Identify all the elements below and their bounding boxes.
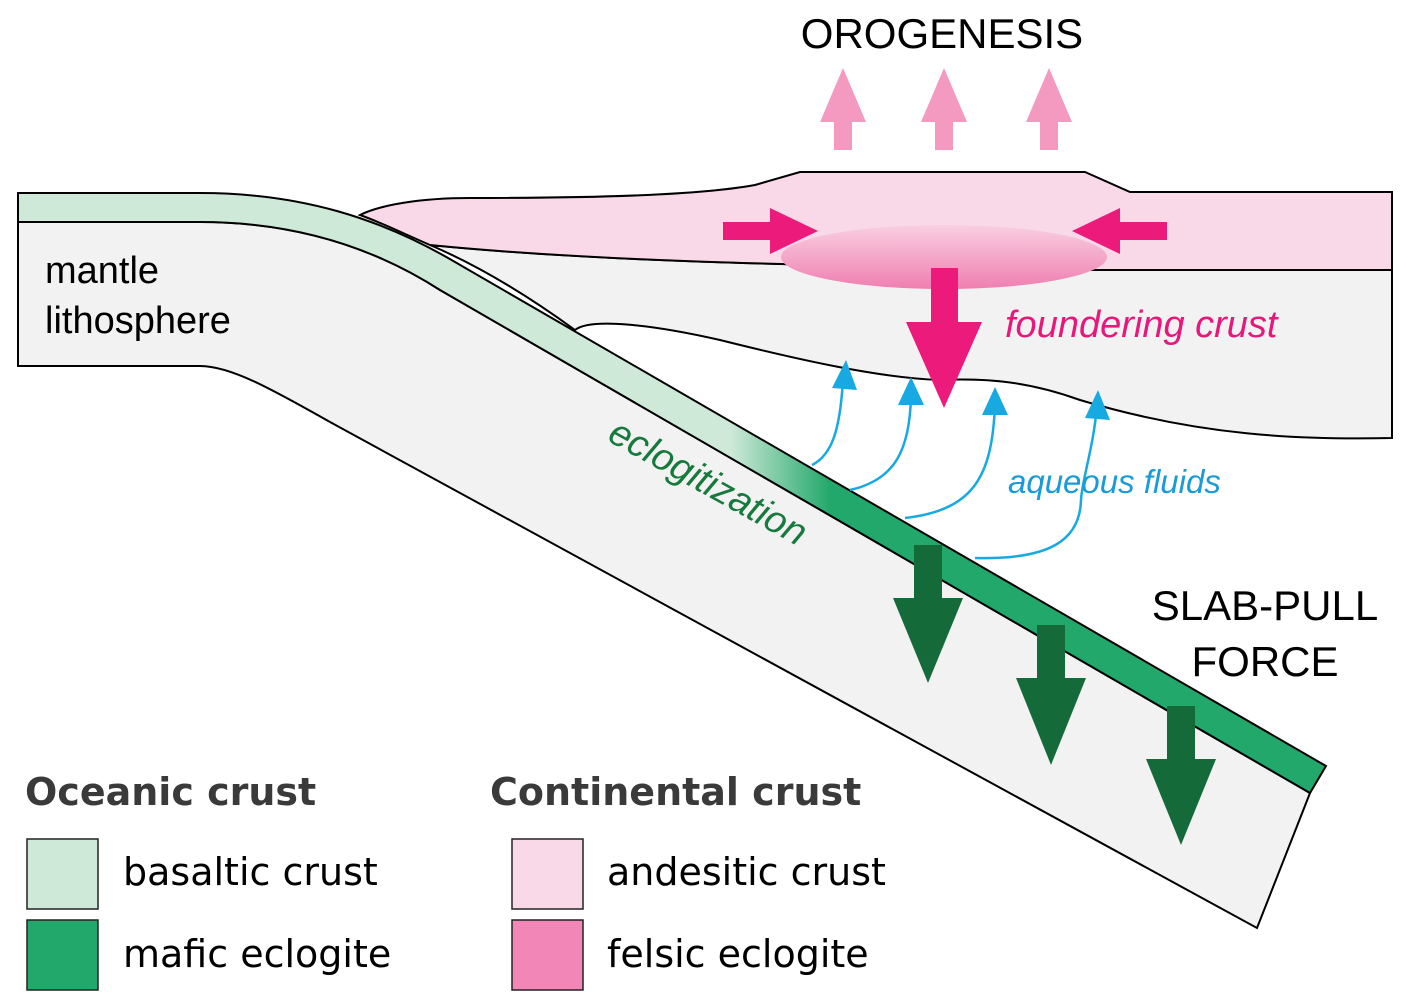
legend-label-mafic: mafic eclogite — [123, 932, 391, 976]
legend-swatch-andesitic — [511, 838, 584, 910]
mantle-label-line2: lithosphere — [45, 300, 231, 342]
legend-swatch-mafic — [26, 919, 99, 991]
sinking-arrow-icon — [906, 268, 982, 408]
orogenesis-label: OROGENESIS — [801, 10, 1083, 57]
slab-pull-label-line2: FORCE — [1192, 638, 1339, 685]
legend-label-andesitic: andesitic crust — [607, 850, 886, 894]
compression-arrow-icon — [1072, 208, 1167, 254]
legend-oceanic-title: Oceanic crust — [25, 770, 316, 814]
legend-label-felsic: felsic eclogite — [607, 932, 869, 976]
uplift-arrows — [820, 68, 1072, 150]
legend-continental-title: Continental crust — [490, 770, 861, 814]
mantle-label-line1: mantle — [45, 250, 159, 292]
fluid-arrows — [811, 379, 1099, 560]
uplift-arrow-icon — [1026, 68, 1072, 150]
compression-arrow-icon — [723, 208, 818, 254]
legend-swatch-basaltic — [26, 838, 99, 910]
compression-arrows — [723, 208, 1167, 254]
legend: Oceanic crust Continental crust basaltic… — [25, 770, 886, 991]
oceanic-crust-slab — [17, 192, 1328, 795]
andesitic-crust — [357, 171, 1393, 271]
fluid-arrow-icon — [982, 387, 1008, 415]
foundering-label: foundering crust — [1005, 304, 1279, 346]
slab-pull-arrow-icon — [893, 545, 963, 683]
fluid-arrow-icon — [898, 377, 924, 405]
felsic-eclogite-lens — [781, 225, 1107, 289]
slab-pull-arrow-icon — [1146, 706, 1216, 845]
fluid-arrow-icon — [832, 360, 857, 390]
fluid-arrowheads — [832, 360, 1110, 420]
uplift-arrow-icon — [921, 68, 967, 150]
aqueous-fluids-label: aqueous fluids — [1008, 463, 1221, 500]
slab-pull-arrow-icon — [1016, 625, 1086, 765]
slab-pull-label-line1: SLAB-PULL — [1152, 582, 1378, 629]
uplift-arrow-icon — [820, 68, 866, 150]
legend-label-basaltic: basaltic crust — [123, 850, 378, 894]
legend-swatch-felsic — [511, 919, 584, 991]
slab-pull-arrows — [893, 545, 1216, 845]
fluid-arrow-icon — [1085, 390, 1110, 420]
